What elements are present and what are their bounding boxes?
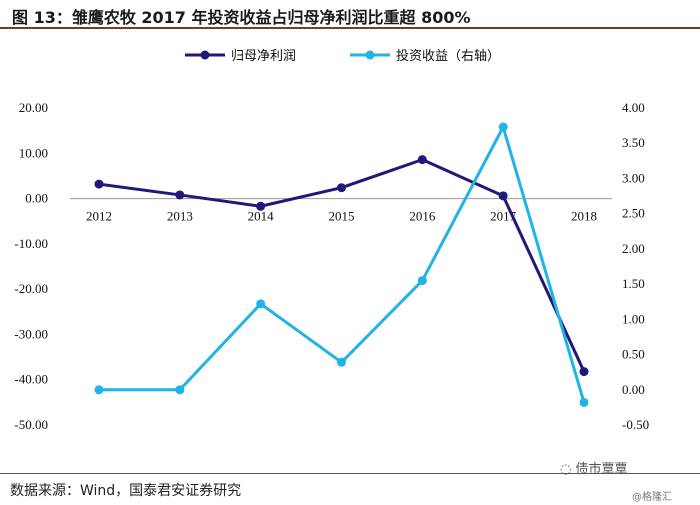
x-axis-tick: 2018 (571, 209, 597, 224)
series-1-point (256, 201, 266, 211)
series-2-point (94, 385, 104, 395)
figure-title: 图 13：雏鹰农牧 2017 年投资收益占归母净利润比重超 800% (12, 8, 471, 27)
series-1-point (417, 155, 427, 165)
left-axis-tick: 0.00 (25, 191, 48, 206)
x-axis-tick: 2016 (409, 209, 436, 224)
right-axis-tick: -0.50 (622, 417, 649, 432)
series-1-point (337, 183, 346, 193)
right-axis-tick: 1.00 (622, 311, 645, 326)
x-axis-tick: 2012 (86, 209, 112, 224)
right-axis-tick: 2.50 (622, 206, 645, 221)
data-source: 数据来源：Wind，国泰君安证券研究 (10, 483, 242, 499)
title-divider (0, 27, 700, 29)
right-axis-tick: 4.00 (622, 100, 645, 115)
x-axis-tick: 2015 (329, 209, 355, 224)
legend-swatch-marker (365, 50, 375, 60)
watermark: ◌ 债市覃覃 (560, 458, 628, 477)
series-2-point (579, 397, 589, 407)
legend-label: 归母净利润 (231, 49, 296, 64)
series-2-point (175, 385, 185, 395)
x-axis-tick: 2014 (248, 209, 275, 224)
series-1-point (94, 179, 104, 189)
series-1-point (175, 190, 185, 200)
series-2-point (498, 122, 508, 132)
watermark-text: 债市覃覃 (575, 462, 628, 477)
legend-swatch-marker (200, 50, 210, 60)
right-axis-tick: 3.00 (622, 170, 645, 185)
series-1-point (498, 191, 508, 201)
left-axis-tick: -50.00 (14, 417, 48, 432)
footer-divider (0, 473, 700, 474)
left-axis-tick: -30.00 (14, 326, 48, 341)
left-axis-tick: -20.00 (14, 281, 48, 296)
series-2-point (417, 276, 427, 286)
x-axis-tick: 2013 (167, 209, 193, 224)
left-axis-tick: -10.00 (14, 236, 48, 251)
left-axis-tick: 20.00 (19, 100, 48, 115)
right-axis-tick: 3.50 (622, 135, 645, 150)
right-axis-tick: 1.50 (622, 276, 645, 291)
wechat-icon: ◌ (560, 462, 572, 477)
series-2-point (337, 357, 346, 367)
left-axis-tick: -40.00 (14, 372, 48, 387)
right-axis-tick: 0.50 (622, 347, 645, 362)
watermark-sub: @格隆汇 (632, 492, 672, 503)
left-axis-tick: 10.00 (19, 145, 48, 160)
right-axis-tick: 2.00 (622, 241, 645, 256)
series-1-point (579, 367, 589, 377)
series-2-point (256, 299, 266, 309)
right-axis-tick: 0.00 (622, 382, 645, 397)
legend-label: 投资收益（右轴） (396, 48, 500, 64)
